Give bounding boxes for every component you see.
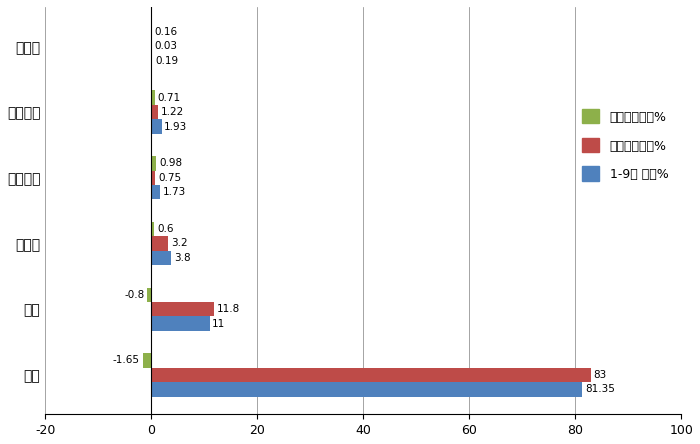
Bar — [151, 222, 155, 236]
Bar — [151, 91, 155, 105]
Text: 0.71: 0.71 — [158, 93, 181, 103]
Text: 0.16: 0.16 — [155, 27, 178, 37]
Text: 1.22: 1.22 — [160, 107, 183, 117]
Text: 0.75: 0.75 — [158, 173, 181, 183]
Text: 11.8: 11.8 — [216, 304, 239, 314]
Text: 0.6: 0.6 — [157, 224, 174, 234]
Text: -1.65: -1.65 — [113, 356, 140, 365]
Text: 1.93: 1.93 — [164, 122, 188, 131]
Bar — [151, 185, 160, 199]
Bar — [151, 54, 153, 68]
Bar — [147, 288, 151, 302]
Bar — [151, 317, 209, 331]
Text: 81.35: 81.35 — [585, 385, 615, 394]
Legend: 占比同比增减%, 去年同期占比%, 1-9月 占比%: 占比同比增减%, 去年同期占比%, 1-9月 占比% — [577, 103, 674, 187]
Text: 83: 83 — [594, 370, 607, 380]
Bar — [151, 236, 168, 251]
Text: -0.8: -0.8 — [124, 290, 144, 300]
Bar — [151, 368, 591, 382]
Text: 0.19: 0.19 — [155, 56, 178, 66]
Bar — [151, 302, 214, 317]
Bar — [151, 251, 172, 265]
Bar — [151, 25, 152, 39]
Bar — [151, 382, 582, 396]
Bar — [151, 119, 162, 134]
Text: 1.73: 1.73 — [163, 187, 186, 197]
Text: 3.2: 3.2 — [171, 238, 188, 249]
Bar — [151, 105, 158, 119]
Text: 11: 11 — [212, 319, 225, 329]
Bar — [151, 170, 155, 185]
Text: 0.03: 0.03 — [154, 41, 177, 52]
Bar — [151, 156, 157, 170]
Text: 3.8: 3.8 — [174, 253, 190, 263]
Text: 0.98: 0.98 — [159, 159, 182, 168]
Bar — [143, 353, 151, 368]
